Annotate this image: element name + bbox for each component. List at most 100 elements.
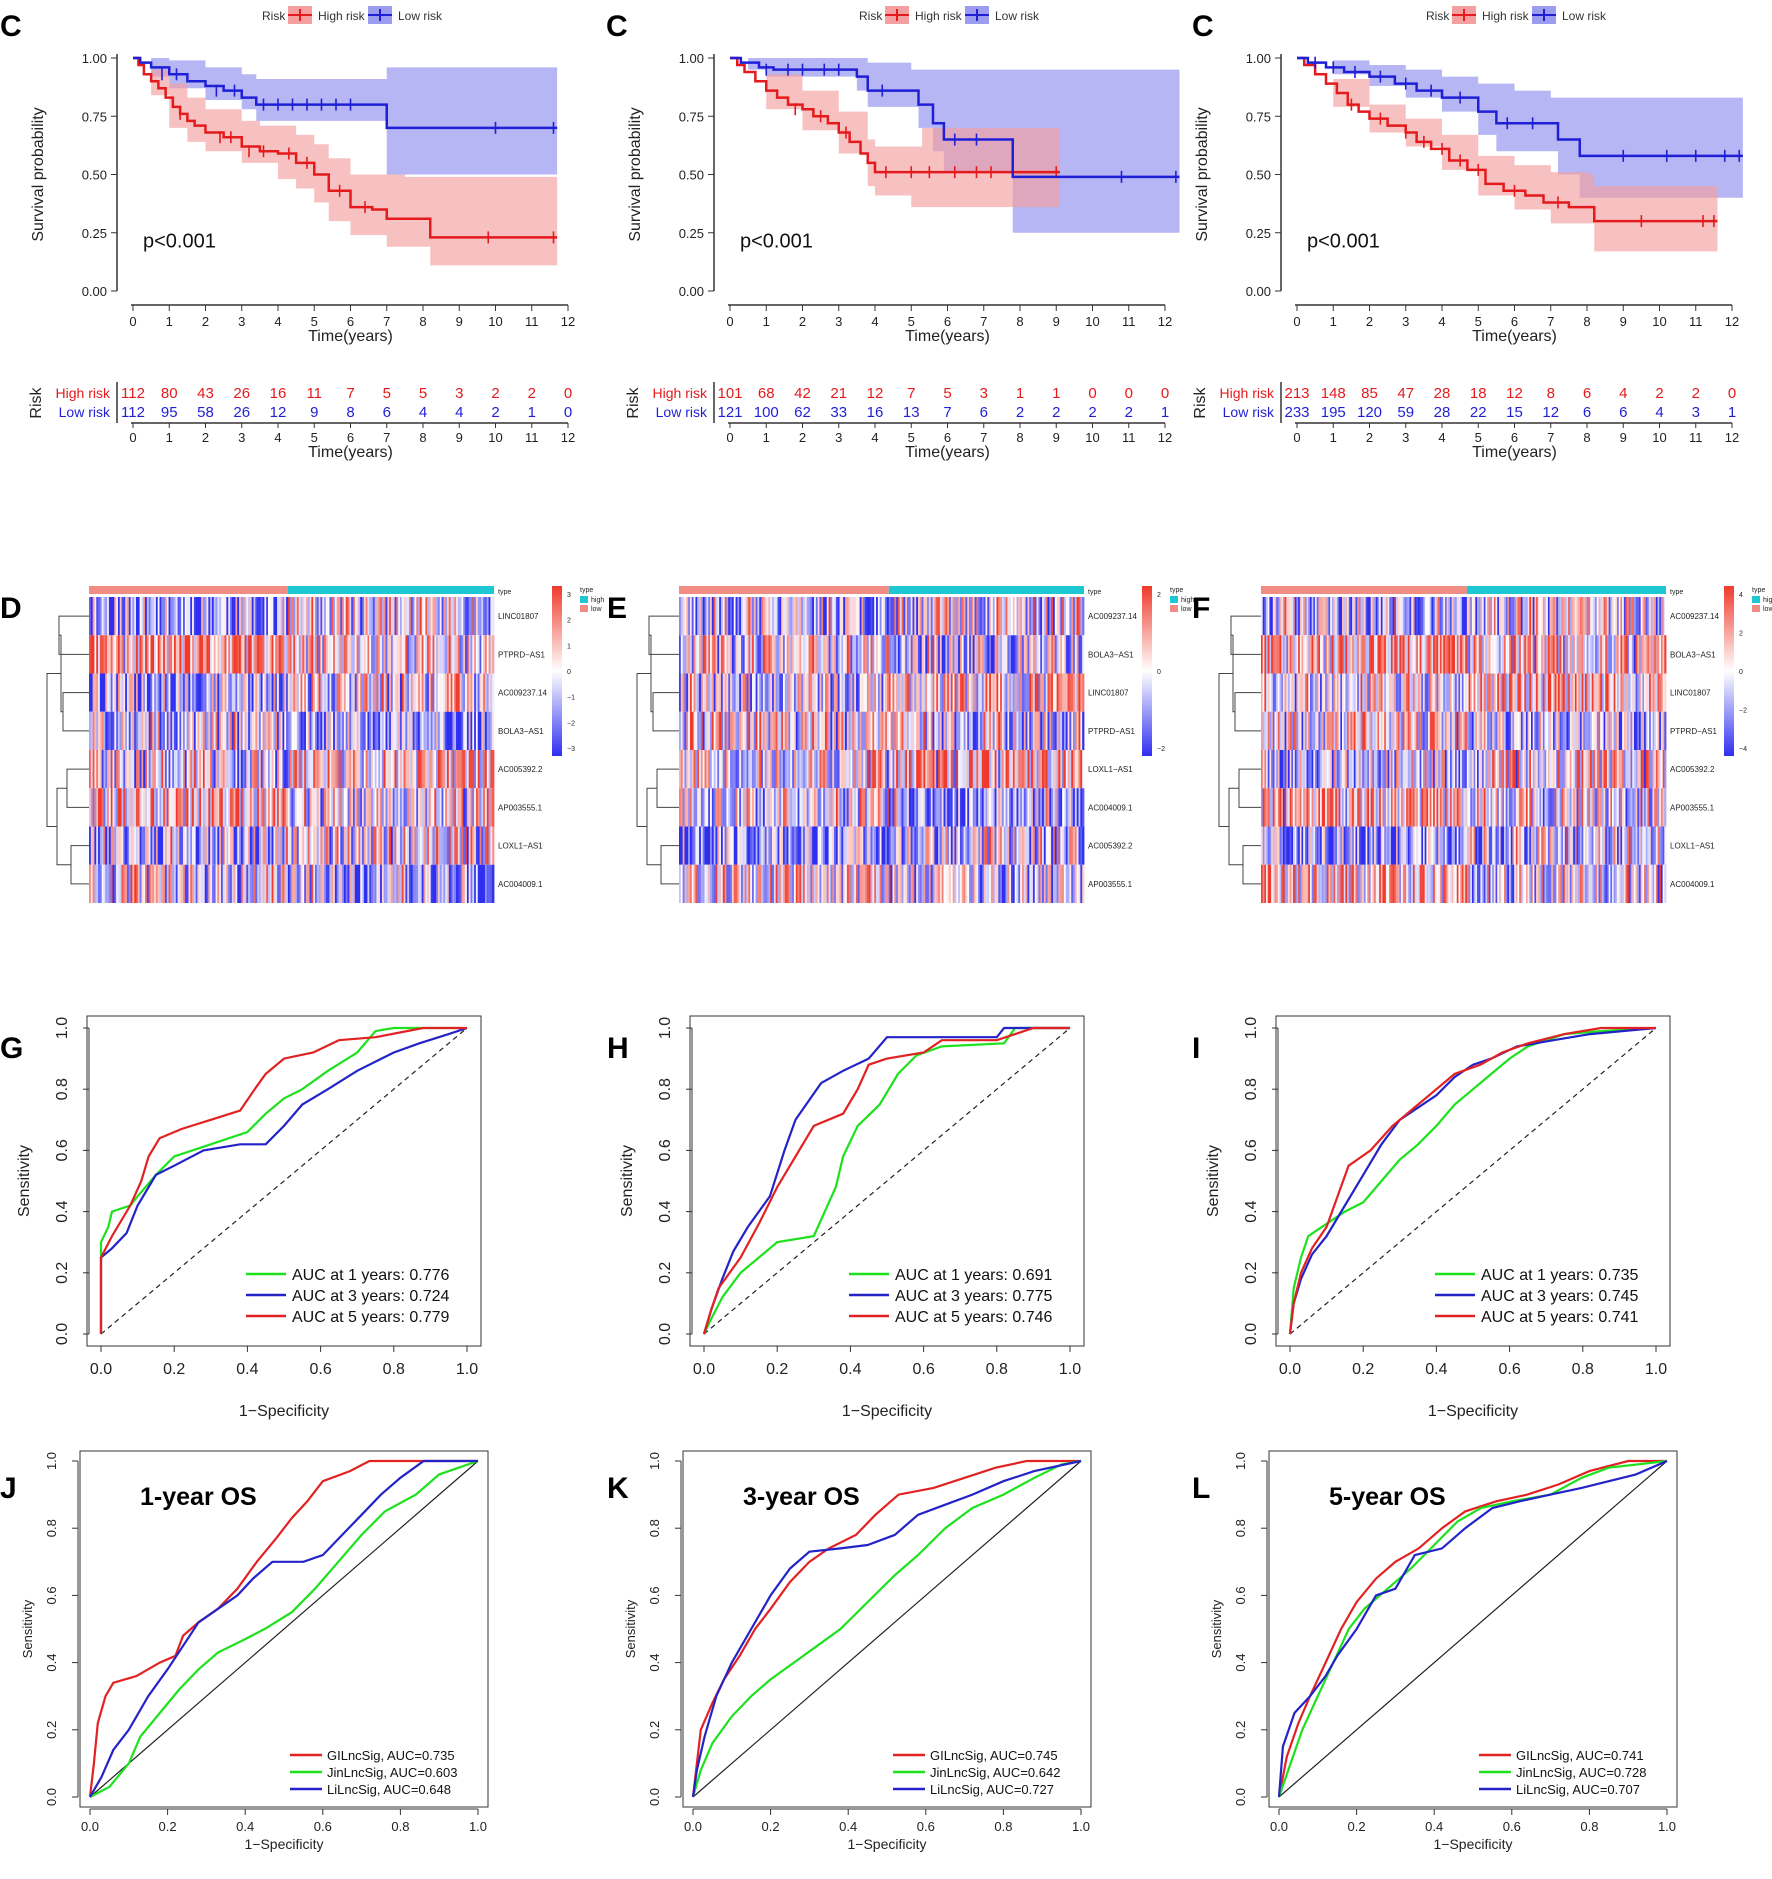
heatmap-cell (268, 711, 271, 750)
heatmap-cell (349, 788, 352, 827)
heatmap-cell (441, 597, 444, 636)
heatmap-cell (195, 864, 198, 903)
heatmap-cell (334, 826, 338, 865)
heatmap-cell (166, 750, 169, 789)
heatmap-cell (126, 864, 130, 903)
type-bar-high-risk (1261, 586, 1467, 594)
heatmap-cell (296, 864, 300, 903)
heatmap-cell (269, 597, 273, 636)
heatmap-cell (334, 635, 338, 674)
heatmap-cell (231, 788, 235, 827)
heatmap-cell (228, 826, 231, 865)
heatmap-cell (237, 826, 240, 865)
heatmap-cell (450, 826, 453, 865)
heatmap-cell (372, 635, 376, 674)
heatmap-cell (103, 864, 106, 903)
heatmap-cell (159, 826, 162, 865)
heatmap-cell (193, 750, 197, 789)
x-tick-label: 3 (835, 314, 842, 329)
heatmap-cell (322, 673, 325, 712)
heatmap-cell (367, 788, 370, 827)
risk-x-tick-label: 9 (456, 430, 463, 445)
heatmap-cell (450, 597, 453, 636)
heatmap-cell (231, 635, 235, 674)
heatmap-cell (255, 597, 258, 636)
heatmap-cell (434, 635, 437, 674)
heatmap-cell (90, 826, 94, 865)
heatmap-cell (347, 673, 350, 712)
heatmap-cell (380, 597, 383, 636)
heatmap-cell (334, 597, 338, 636)
heatmap-cell (474, 635, 477, 674)
panel-label-H: H (607, 1032, 629, 1065)
heatmap-cell (280, 826, 283, 865)
risk-count: 8 (346, 404, 354, 421)
risk-count: 58 (197, 404, 214, 421)
heatmap-cell (443, 788, 446, 827)
heatmap-cell (208, 788, 211, 827)
heatmap-cell (230, 635, 233, 674)
heatmap-cell (419, 635, 423, 674)
heatmap-cell (155, 750, 159, 789)
heatmap-cell (202, 788, 206, 827)
heatmap-cell (143, 597, 146, 636)
heatmap-cell (170, 864, 173, 903)
heatmap-cell (161, 788, 164, 827)
heatmap-cell (108, 711, 112, 750)
survival-curve-low (1297, 56, 1743, 158)
heatmap-cell (318, 635, 321, 674)
heatmap-cell (110, 711, 113, 750)
heatmap-cell (255, 788, 258, 827)
heatmap-cell (307, 788, 310, 827)
heatmap-cell (240, 597, 244, 636)
heatmap-cell (197, 711, 200, 750)
heatmap-cell (222, 788, 225, 827)
heatmap-cell (239, 635, 242, 674)
risk-count: 5 (943, 385, 951, 402)
heatmap-cell (215, 711, 218, 750)
panel-label-B: C (606, 10, 628, 43)
heatmap-cell (446, 673, 450, 712)
heatmap-cell (202, 673, 206, 712)
heatmap-cell (338, 788, 341, 827)
heatmap-cell (282, 635, 285, 674)
heatmap-cell (293, 711, 296, 750)
heatmap-cell (119, 788, 122, 827)
heatmap-cell (224, 597, 227, 636)
heatmap-cell (273, 711, 276, 750)
heatmap-cell (385, 635, 388, 674)
heatmap-cell (248, 673, 251, 712)
heatmap-cell (296, 597, 300, 636)
heatmap-cell (421, 711, 424, 750)
heatmap-cell (168, 750, 171, 789)
heatmap-cell (371, 788, 374, 827)
heatmap-cell (275, 864, 278, 903)
heatmap-cell (436, 711, 439, 750)
x-tick-label: 1 (763, 314, 770, 329)
heatmap-cell (103, 711, 106, 750)
x-tick-label: 8 (1583, 314, 1590, 329)
heatmap-cell (333, 750, 336, 789)
heatmap-cell (437, 864, 441, 903)
heatmap-cell (421, 864, 424, 903)
heatmap-cell (175, 864, 178, 903)
heatmap-cell (483, 750, 486, 789)
heatmap-cell (472, 635, 475, 674)
heatmap-cell (231, 673, 235, 712)
heatmap-cell (161, 711, 164, 750)
heatmap-cell (136, 750, 139, 789)
heatmap-cell (329, 635, 332, 674)
heatmap-cell (220, 826, 224, 865)
heatmap-cell (248, 635, 251, 674)
heatmap-cell (392, 750, 395, 789)
heatmap-cell (441, 788, 444, 827)
heatmap-cell (210, 597, 213, 636)
heatmap-cell (322, 597, 325, 636)
heatmap-cell (231, 750, 235, 789)
heatmap-cell (311, 711, 314, 750)
heatmap-cell (168, 826, 171, 865)
heatmap-cell (414, 826, 417, 865)
heatmap-cell (208, 711, 211, 750)
heatmap-cell (231, 711, 235, 750)
gene-label: LINC01807 (498, 612, 539, 621)
